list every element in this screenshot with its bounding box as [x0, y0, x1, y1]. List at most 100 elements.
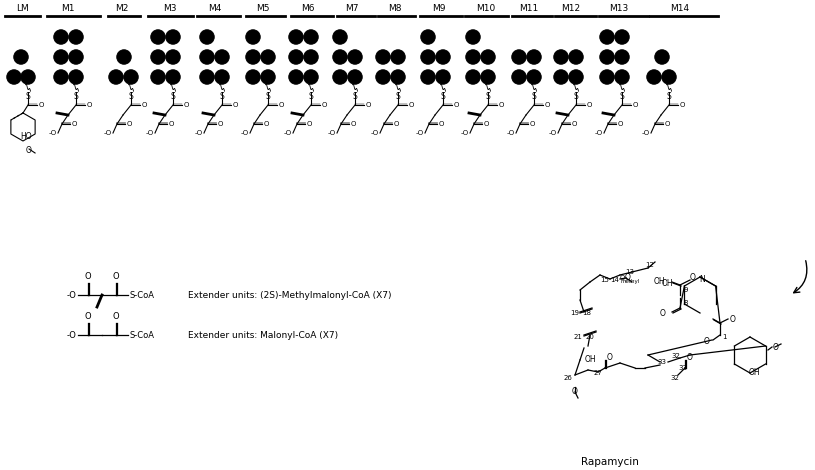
Text: S: S [441, 92, 445, 101]
Text: ACP: ACP [348, 74, 362, 80]
Circle shape [21, 70, 35, 84]
Circle shape [165, 50, 180, 64]
Circle shape [512, 50, 526, 64]
Text: KR: KR [570, 53, 581, 62]
Text: 19: 19 [570, 310, 579, 316]
Text: AT: AT [248, 53, 258, 62]
Text: DH: DH [422, 32, 434, 41]
Circle shape [512, 70, 526, 84]
Circle shape [289, 50, 303, 64]
Text: 8: 8 [684, 300, 688, 306]
Text: O: O [142, 102, 148, 108]
Text: O: O [659, 310, 665, 319]
Text: Extender units: Malonyl-CoA (X7): Extender units: Malonyl-CoA (X7) [188, 330, 338, 339]
Text: M10: M10 [477, 3, 496, 13]
Text: M6: M6 [302, 3, 315, 13]
Text: ACP: ACP [663, 74, 676, 80]
Circle shape [615, 30, 629, 44]
Text: S: S [353, 92, 357, 101]
Text: OH: OH [662, 279, 673, 288]
Circle shape [466, 70, 480, 84]
Text: KS: KS [248, 72, 258, 81]
Text: ACP: ACP [166, 74, 180, 80]
Circle shape [662, 70, 676, 84]
Circle shape [54, 70, 68, 84]
Text: -O: -O [595, 130, 603, 136]
Text: O: O [587, 102, 593, 108]
Text: OH: OH [654, 277, 665, 287]
Text: KR: KR [217, 53, 227, 62]
Text: M11: M11 [519, 3, 539, 13]
Text: KS: KS [378, 72, 388, 81]
Circle shape [647, 70, 661, 84]
Circle shape [526, 50, 541, 64]
Text: O: O [112, 312, 119, 321]
Circle shape [376, 50, 390, 64]
Text: KS: KS [111, 72, 121, 81]
Text: O: O [618, 121, 623, 127]
Text: S: S [486, 92, 491, 101]
Text: 33: 33 [658, 359, 667, 365]
Text: S: S [25, 92, 30, 101]
Text: -O: -O [146, 130, 154, 136]
Text: O: O [87, 102, 92, 108]
Text: -O: -O [49, 130, 57, 136]
Text: O: O [530, 121, 535, 127]
Text: O: O [366, 102, 372, 108]
Text: AT: AT [513, 53, 524, 62]
Text: KS: KS [291, 72, 301, 81]
Text: 33: 33 [679, 365, 688, 371]
Text: ER: ER [306, 32, 316, 41]
Text: DH: DH [334, 32, 346, 41]
Text: O: O [680, 102, 685, 108]
Text: KR: KR [71, 53, 82, 62]
Text: ER: ER [617, 32, 627, 41]
Text: -O: -O [104, 130, 112, 136]
Text: S: S [170, 92, 175, 101]
Text: O: O [773, 343, 779, 352]
Text: AT: AT [202, 53, 212, 62]
Text: M14: M14 [671, 3, 689, 13]
Text: 12: 12 [645, 262, 654, 268]
Circle shape [304, 70, 318, 84]
Text: ACP: ACP [215, 74, 229, 80]
Text: DH: DH [201, 32, 213, 41]
Circle shape [333, 30, 347, 44]
Circle shape [215, 70, 229, 84]
Text: O: O [233, 102, 238, 108]
Text: OH: OH [748, 368, 760, 377]
Circle shape [68, 30, 83, 44]
Text: M3: M3 [163, 3, 177, 13]
Circle shape [615, 70, 629, 84]
Text: O: O [39, 102, 44, 108]
Circle shape [54, 50, 68, 64]
Text: AT: AT [657, 53, 667, 62]
Text: 26: 26 [563, 375, 572, 381]
Text: M13: M13 [610, 3, 628, 13]
Circle shape [391, 70, 405, 84]
Circle shape [261, 70, 275, 84]
Text: S: S [667, 92, 672, 101]
Text: KS: KS [556, 72, 566, 81]
Circle shape [68, 70, 83, 84]
Text: KR: KR [350, 53, 360, 62]
Text: AT: AT [423, 53, 434, 62]
Circle shape [289, 30, 303, 44]
Text: M9: M9 [432, 3, 446, 13]
Text: O: O [72, 121, 77, 127]
Circle shape [600, 30, 615, 44]
Circle shape [554, 70, 568, 84]
Text: -O: -O [195, 130, 203, 136]
Text: O: O [351, 121, 356, 127]
Text: KR: KR [482, 53, 493, 62]
Text: 13: 13 [625, 269, 635, 275]
Text: S: S [73, 92, 78, 101]
Circle shape [246, 70, 260, 84]
Text: KS: KS [153, 72, 163, 81]
Circle shape [436, 50, 450, 64]
Circle shape [215, 50, 229, 64]
Text: O: O [169, 121, 174, 127]
Text: O: O [545, 102, 550, 108]
Text: HO: HO [20, 132, 32, 141]
Text: -O: -O [241, 130, 249, 136]
